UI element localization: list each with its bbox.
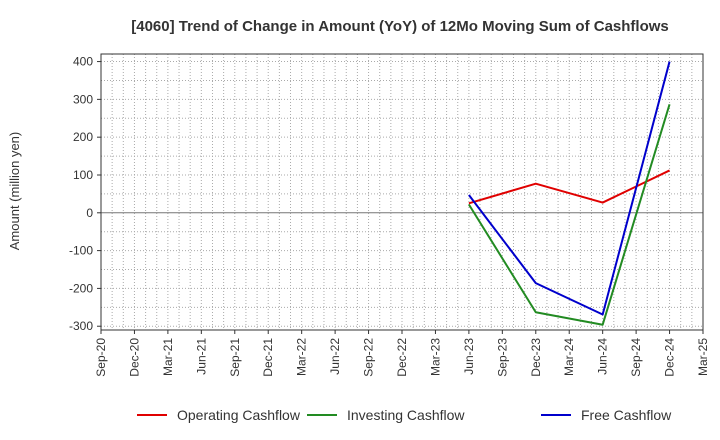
legend-label-operating-cashflow: Operating Cashflow xyxy=(177,407,301,423)
x-tick-label: Sep-24 xyxy=(629,338,643,377)
x-tick-label: Dec-21 xyxy=(261,338,275,377)
x-tick-label: Dec-24 xyxy=(663,338,677,377)
y-tick-label: 200 xyxy=(73,130,93,144)
x-tick-label: Jun-24 xyxy=(596,338,610,375)
x-tick-label: Dec-23 xyxy=(529,338,543,377)
x-tick-label: Mar-25 xyxy=(696,338,710,376)
x-tick-label: Sep-22 xyxy=(362,338,376,377)
x-tick-label: Dec-22 xyxy=(395,338,409,377)
y-axis-label: Amount (million yen) xyxy=(7,132,22,251)
x-tick-label: Jun-21 xyxy=(194,338,208,375)
y-tick-label: -300 xyxy=(69,319,93,333)
y-tick-label: 100 xyxy=(73,168,93,182)
chart-title: [4060] Trend of Change in Amount (YoY) o… xyxy=(131,18,669,35)
series-line-investing-cashflow xyxy=(468,103,671,326)
y-tick-label: 0 xyxy=(86,206,93,220)
x-tick-label: Sep-20 xyxy=(94,338,108,377)
x-tick-label: Jun-23 xyxy=(462,338,476,375)
x-tick-label: Mar-23 xyxy=(428,338,442,376)
series-line-free-cashflow xyxy=(468,61,671,316)
x-tick-label: Sep-21 xyxy=(228,338,242,377)
y-tick-label: -100 xyxy=(69,244,93,258)
legend-label-investing-cashflow: Investing Cashflow xyxy=(347,407,465,423)
legend-label-free-cashflow: Free Cashflow xyxy=(581,407,672,423)
x-tick-label: Dec-20 xyxy=(127,338,141,377)
x-tick-label: Sep-23 xyxy=(495,338,509,377)
x-tick-label: Jun-22 xyxy=(328,338,342,375)
legend: Operating Cashflow Investing Cashflow Free… xyxy=(137,407,672,423)
x-tick-label: Mar-22 xyxy=(295,338,309,376)
x-tick-label: Mar-21 xyxy=(161,338,175,376)
y-tick-label: 400 xyxy=(73,55,93,69)
x-tick-label: Mar-24 xyxy=(562,338,576,376)
y-tick-label: 300 xyxy=(73,92,93,106)
y-tick-label: -200 xyxy=(69,281,93,295)
